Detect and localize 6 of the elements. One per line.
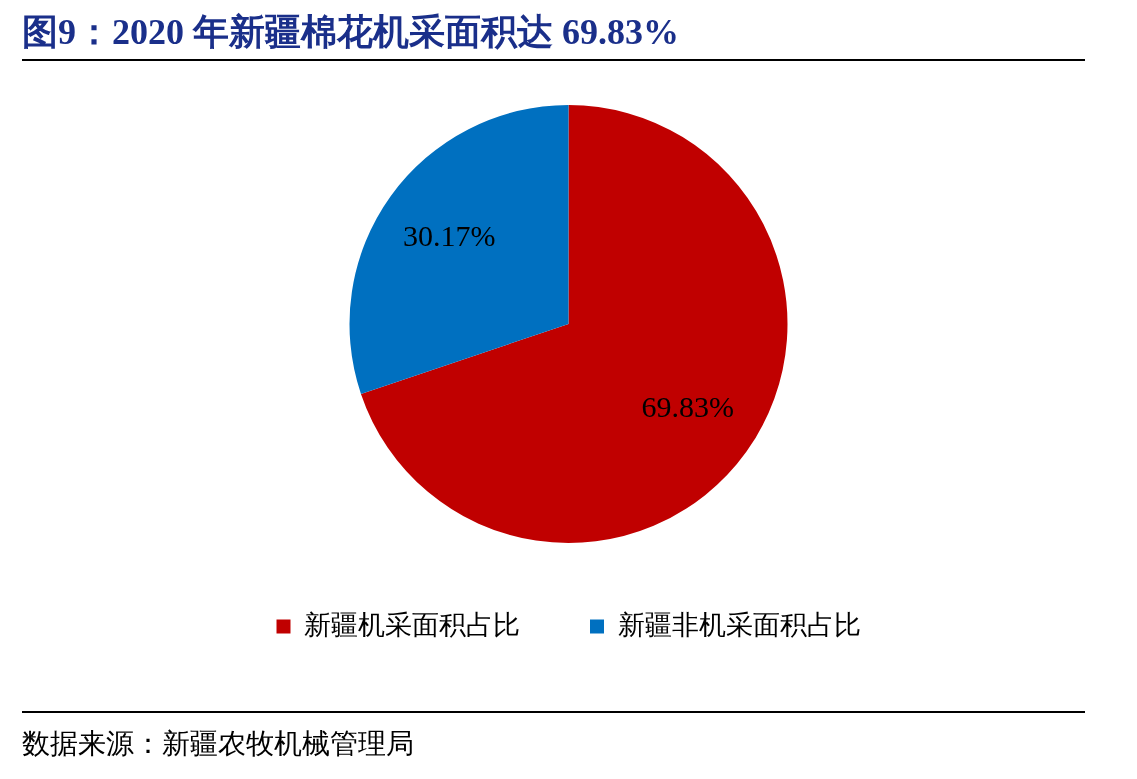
data-label: 30.17% — [403, 219, 496, 253]
chart-title: 图9：2020 年新疆棉花机采面积达 69.83% — [22, 11, 679, 54]
source-note: 数据来源：新疆农牧机械管理局 — [22, 727, 414, 761]
legend-label: 新疆非机采面积占比 — [617, 608, 861, 640]
legend-label: 新疆机采面积占比 — [304, 608, 520, 640]
data-label: 69.83% — [641, 390, 734, 424]
